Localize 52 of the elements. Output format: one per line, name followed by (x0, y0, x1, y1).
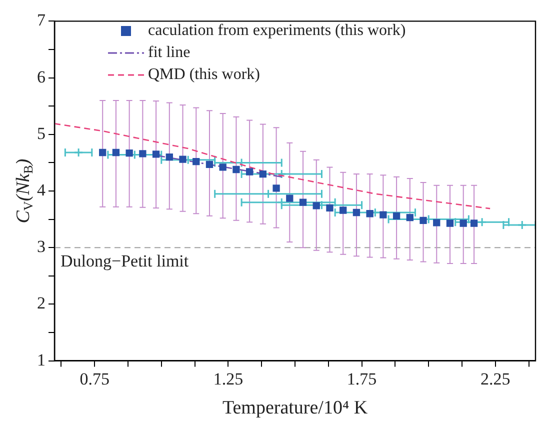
point (139, 150, 146, 158)
legend-label: fit line (148, 43, 190, 63)
point (246, 168, 254, 176)
point (206, 160, 214, 168)
point (264, 189, 274, 199)
point (392, 212, 400, 220)
point (517, 220, 527, 230)
x-tick-label: 1.75 (346, 369, 377, 388)
point (112, 148, 120, 156)
line-series (54, 122, 491, 210)
point (259, 170, 267, 178)
point (340, 206, 347, 214)
point (366, 210, 374, 218)
point (232, 166, 240, 174)
legend-label: QMD (this work) (148, 65, 260, 85)
point (299, 198, 307, 206)
point (286, 194, 294, 202)
point (326, 204, 334, 212)
point (433, 219, 440, 226)
point (460, 220, 467, 227)
ref-line-label: Dulong−Petit limit (60, 252, 189, 271)
point (406, 214, 414, 222)
y-tick-label: 6 (37, 67, 46, 86)
x-tick-label: 0.75 (80, 369, 110, 388)
point (420, 216, 427, 224)
point (126, 150, 133, 157)
y-axis-title: CV(NkB) (13, 158, 36, 224)
point (352, 208, 360, 216)
y-tick-label: 3 (37, 237, 46, 256)
point (276, 169, 286, 179)
x-tick-label: 1.25 (213, 369, 244, 388)
point (179, 156, 186, 163)
point (152, 150, 160, 158)
point (219, 164, 226, 171)
point (380, 211, 387, 218)
point (477, 217, 487, 227)
point (312, 202, 320, 210)
point (446, 220, 454, 227)
point (166, 153, 173, 161)
point (74, 148, 84, 158)
y-tick-label: 1 (37, 350, 46, 370)
point (470, 220, 478, 227)
x-tick-label: 2.25 (480, 369, 510, 388)
y-tick-label: 4 (37, 180, 46, 200)
y-tick-label: 5 (37, 124, 46, 143)
y-tick-label: 2 (37, 294, 46, 313)
point (272, 184, 280, 192)
point (99, 148, 106, 156)
legend-label: caculation from experiments (this work) (148, 21, 406, 41)
x-axis-title: Temperature/10⁴ K (222, 398, 368, 419)
point (192, 158, 200, 166)
y-tick-label: 7 (37, 10, 46, 30)
